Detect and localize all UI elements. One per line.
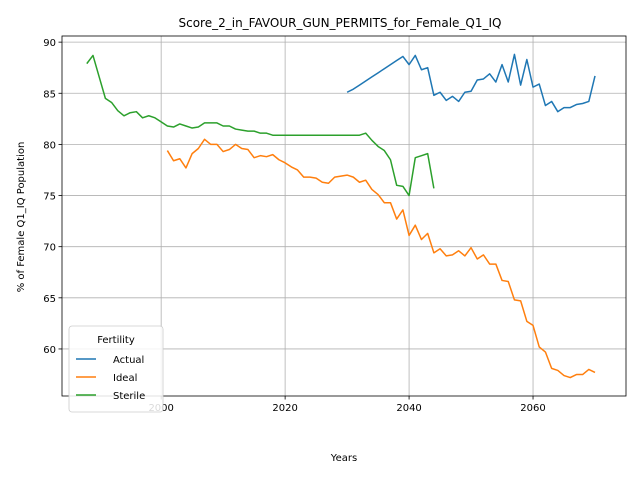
series-line-ideal bbox=[166, 138, 596, 379]
legend: Fertility Actual Ideal Sterile bbox=[68, 325, 164, 413]
y-tick-label: 60 bbox=[43, 345, 56, 356]
legend-label-sterile: Sterile bbox=[113, 391, 145, 402]
legend-label-actual: Actual bbox=[113, 355, 144, 366]
x-tick-label: 2020 bbox=[272, 403, 297, 414]
chart-title: Score_2_in_FAVOUR_GUN_PERMITS_for_Female… bbox=[179, 16, 502, 30]
x-tick-label: 2060 bbox=[520, 403, 545, 414]
series-line-actual bbox=[346, 53, 596, 113]
series-line-sterile bbox=[86, 54, 435, 197]
series-lines bbox=[86, 53, 596, 379]
legend-box bbox=[68, 325, 164, 413]
legend-title: Fertility bbox=[97, 335, 135, 346]
y-tick-label: 65 bbox=[43, 294, 56, 305]
y-tick-label: 75 bbox=[43, 192, 56, 203]
y-tick-label: 70 bbox=[43, 243, 56, 254]
y-axis-label: % of Female Q1_IQ Population bbox=[16, 142, 27, 293]
grid bbox=[62, 36, 626, 396]
x-tick-label: 2040 bbox=[396, 403, 421, 414]
y-tick-label: 90 bbox=[43, 38, 56, 49]
y-tick-label: 80 bbox=[43, 140, 56, 151]
legend-label-ideal: Ideal bbox=[113, 373, 137, 384]
x-axis-label: Years bbox=[330, 453, 357, 464]
y-tick-label: 85 bbox=[43, 89, 56, 100]
plot-frame bbox=[61, 35, 627, 397]
